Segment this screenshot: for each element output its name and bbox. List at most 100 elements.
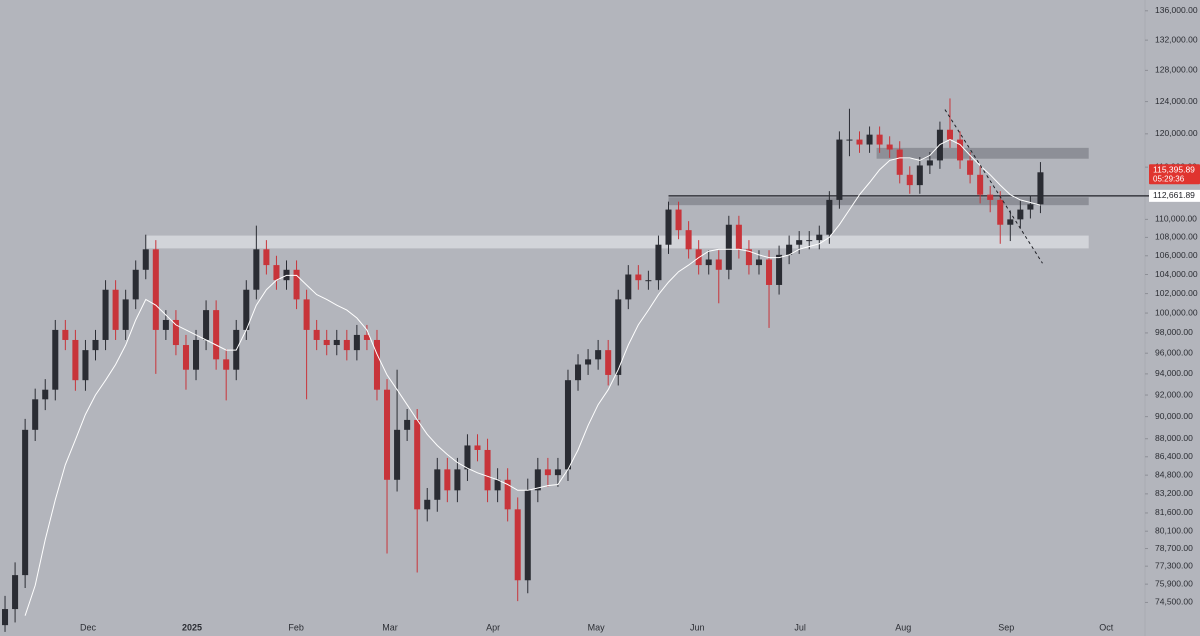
candle-body: [755, 259, 762, 266]
candle-body: [957, 139, 964, 161]
candle-body: [575, 364, 582, 381]
y-tick-label: 98,000.00: [1155, 327, 1193, 337]
candle-body: [836, 139, 843, 200]
candle-body: [464, 445, 471, 470]
x-tick-label: Dec: [80, 622, 97, 632]
x-tick-label: Jul: [794, 622, 806, 632]
candle-body: [474, 445, 481, 450]
y-tick-label: 78,700.00: [1155, 543, 1193, 553]
y-tick-label: 110,000.00: [1155, 214, 1197, 224]
candle-body: [786, 244, 793, 255]
candle-body: [806, 240, 813, 242]
candle-body: [1007, 219, 1014, 225]
candle-body: [534, 469, 541, 491]
candle-body: [12, 575, 19, 610]
candle-body: [72, 339, 79, 381]
candle-body: [715, 259, 722, 270]
candle-body: [333, 339, 340, 346]
candle-body: [172, 319, 179, 346]
x-tick-label: May: [588, 622, 606, 632]
y-tick-label: 132,000.00: [1155, 34, 1198, 44]
candle-body: [876, 134, 883, 145]
candle-body: [323, 339, 330, 346]
candle-body: [223, 359, 230, 370]
candle-body: [796, 240, 803, 245]
x-tick-label: Feb: [288, 622, 304, 632]
candle-body: [313, 329, 320, 340]
y-tick-label: 74,500.00: [1155, 597, 1193, 607]
candle-body: [213, 310, 220, 360]
candle-body: [554, 469, 561, 476]
countdown-label: 05:29:36: [1153, 174, 1185, 183]
candle-body: [595, 350, 602, 360]
y-tick-label: 128,000.00: [1155, 65, 1198, 75]
candle-body: [32, 399, 39, 430]
zone: [668, 197, 1089, 206]
zone: [145, 235, 1089, 249]
y-tick-label: 77,300.00: [1155, 560, 1193, 570]
last-price-label: 115,395.89: [1153, 165, 1195, 175]
candle-body: [524, 490, 531, 581]
y-tick-label: 102,000.00: [1155, 288, 1198, 298]
candle-body: [615, 299, 622, 375]
candle-body: [967, 160, 974, 175]
candle-body: [886, 144, 893, 150]
candle-body: [1017, 209, 1024, 220]
candle-body: [564, 380, 571, 470]
candle-body: [605, 350, 612, 375]
x-tick-label: Mar: [382, 622, 398, 632]
candle-body: [977, 174, 984, 195]
y-tick-label: 104,000.00: [1155, 269, 1198, 279]
y-tick-label: 81,600.00: [1155, 507, 1193, 517]
y-tick-label: 92,000.00: [1155, 389, 1193, 399]
candle-body: [394, 429, 401, 480]
candle-body: [142, 249, 149, 270]
candle-body: [544, 469, 551, 476]
trendline: [944, 109, 1043, 264]
candle-body: [504, 479, 511, 510]
level-label: 112,661.89: [1153, 190, 1195, 200]
y-tick-label: 108,000.00: [1155, 232, 1198, 242]
candle-body: [263, 249, 270, 266]
candle-body: [293, 269, 300, 300]
x-tick-label: Oct: [1099, 622, 1114, 632]
candle-body: [776, 254, 783, 285]
candle-body: [665, 209, 672, 245]
moving-average: [24, 139, 1041, 616]
candle-body: [635, 274, 642, 281]
candle-body: [384, 389, 391, 480]
last-price-box: [1149, 164, 1200, 185]
candle-body: [182, 345, 189, 370]
candle-body: [997, 199, 1004, 225]
candle-body: [102, 289, 109, 340]
candle-body: [373, 339, 380, 390]
candle-body: [152, 249, 159, 330]
candle-body: [816, 234, 823, 241]
candle-body: [484, 449, 491, 491]
candle-body: [585, 359, 592, 365]
candle-body: [363, 334, 370, 340]
y-tick-label: 96,000.00: [1155, 347, 1193, 357]
candle-body: [454, 469, 461, 491]
candle-body: [243, 289, 250, 330]
candle-body: [253, 249, 260, 290]
level-label-box: [1149, 189, 1200, 202]
candle-body: [193, 339, 200, 370]
x-tick-label: Jun: [690, 622, 705, 632]
y-tick-label: 83,200.00: [1155, 488, 1193, 498]
candle-body: [203, 310, 210, 340]
candle-body: [434, 469, 441, 500]
candle-body: [856, 139, 863, 145]
candle-body: [132, 269, 139, 300]
candle-body: [946, 129, 953, 140]
x-tick-label: 2025: [182, 622, 202, 632]
y-tick-label: 136,000.00: [1155, 5, 1198, 15]
y-tick-label: 90,000.00: [1155, 411, 1193, 421]
candle-body: [162, 319, 169, 330]
y-tick-label: 75,900.00: [1155, 578, 1193, 588]
candle-body: [866, 134, 873, 145]
x-tick-label: Aug: [895, 622, 911, 632]
candle-body: [62, 329, 69, 340]
